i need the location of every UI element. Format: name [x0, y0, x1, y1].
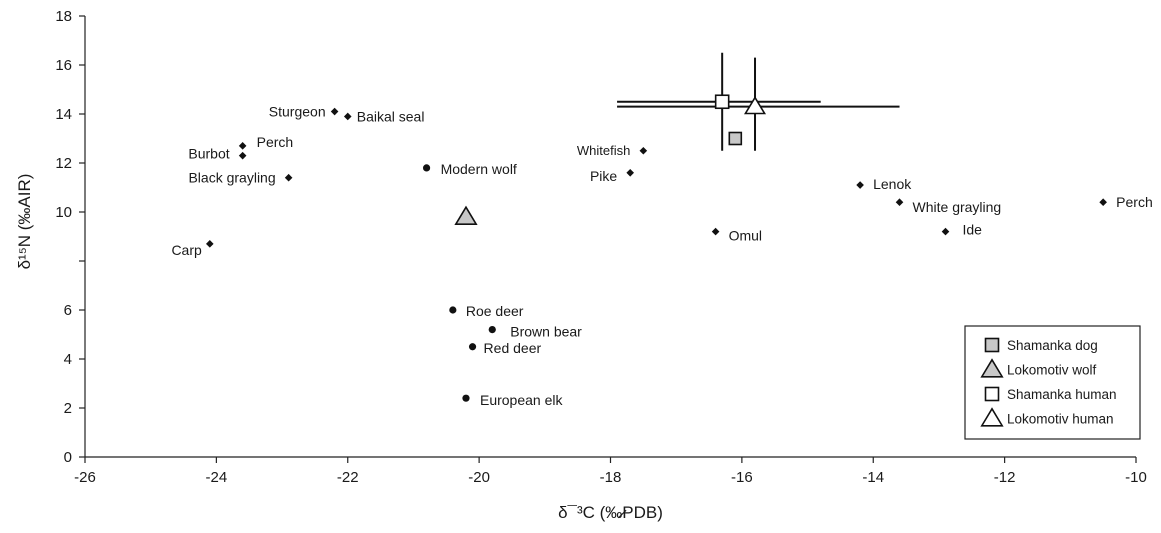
y-tick-label: 16: [55, 57, 72, 74]
fish-point: [941, 227, 950, 236]
y-axis-title: δ¹⁵N (‰AIR): [15, 174, 34, 270]
fish-point: [238, 142, 247, 150]
x-tick-label: -12: [994, 469, 1016, 486]
legend-label: Lokomotiv wolf: [1007, 363, 1097, 378]
fish-point-label: Ide: [963, 222, 983, 238]
fish-point: [284, 173, 293, 182]
mammal-point: [488, 326, 496, 334]
fish-point-label: Pike: [590, 168, 617, 184]
legend-marker: [984, 386, 1000, 402]
mammal-point: [468, 343, 477, 351]
y-tick-label: 2: [64, 400, 72, 417]
fish-point-label: Perch: [1116, 194, 1153, 210]
fish-point-label: Perch: [257, 134, 294, 150]
fish-point-label: Black grayling: [188, 170, 275, 186]
y-tick-label: 12: [55, 155, 72, 172]
fish-point: [206, 240, 214, 248]
x-tick-label: -18: [600, 469, 622, 486]
fish-point-label: Sturgeon: [269, 104, 326, 120]
series-point: [714, 94, 730, 110]
x-tick-label: -10: [1125, 469, 1147, 486]
fish-point-label: Whitefish: [577, 143, 630, 158]
fish-point: [238, 151, 247, 160]
fish-point: [626, 169, 635, 177]
x-tick-label: -22: [337, 469, 359, 486]
mammal-point-label: Brown bear: [510, 324, 582, 340]
fish-point-label: Carp: [171, 242, 202, 258]
series-point: [728, 131, 743, 146]
fish-point: [639, 146, 648, 155]
mammal-point: [422, 164, 431, 172]
mammal-point: [462, 394, 470, 402]
fish-point: [856, 181, 864, 189]
series-point: [743, 95, 767, 115]
legend-label: Shamanka dog: [1007, 338, 1098, 353]
point-labels: Sturgeon Baikal seal Perch Burbot Black gray…: [171, 104, 1152, 409]
fish-point: [711, 227, 720, 236]
x-tick-label: -14: [862, 469, 884, 486]
legend-label: Shamanka human: [1007, 387, 1117, 402]
fish-point: [1099, 198, 1107, 206]
x-tick-label: -16: [731, 469, 753, 486]
x-axis-title: δ¯³C (‰̷PDB): [558, 503, 663, 522]
legend-marker: [980, 407, 1004, 427]
x-tick-label: -20: [468, 469, 490, 486]
axes: 0 2 4 6 10 12 14 16 18 -26 -24 -22 -20 -18 -16 -14 -12 -1…: [55, 8, 1147, 486]
y-tick-label: 6: [64, 302, 72, 319]
series-point: [454, 205, 478, 225]
y-tick-label: 14: [55, 106, 72, 123]
fish-point-label: Lenok: [873, 176, 912, 192]
x-tick-label: -24: [206, 469, 228, 486]
mammal-point-label: European elk: [480, 392, 564, 408]
y-tick-label: 0: [64, 449, 72, 466]
y-tick-label: 4: [64, 351, 72, 368]
mammal-point-label: Red deer: [484, 340, 542, 356]
mammal-point-label: Modern wolf: [441, 161, 517, 177]
x-tick-label: -26: [74, 469, 96, 486]
y-tick-label: 18: [55, 8, 72, 25]
legend: Shamanka dog Lokomotiv wolf Shamanka human…: [964, 325, 1141, 440]
mammal-point-label: Roe deer: [466, 303, 524, 319]
fish-point: [330, 107, 339, 116]
fish-point-label: Burbot: [188, 146, 229, 162]
mammal-point: [449, 306, 457, 314]
legend-marker: [984, 337, 1000, 353]
legend-label: Lokomotiv human: [1007, 412, 1114, 427]
legend-marker: [980, 358, 1004, 378]
y-tick-label: 10: [55, 204, 72, 221]
data-points: [206, 94, 1107, 402]
fish-point: [895, 198, 904, 206]
fish-point: [343, 112, 352, 121]
fish-point-label: White grayling: [913, 199, 1002, 215]
fish-point-label: Baikal seal: [357, 108, 425, 124]
fish-point-label: Omul: [729, 228, 762, 244]
